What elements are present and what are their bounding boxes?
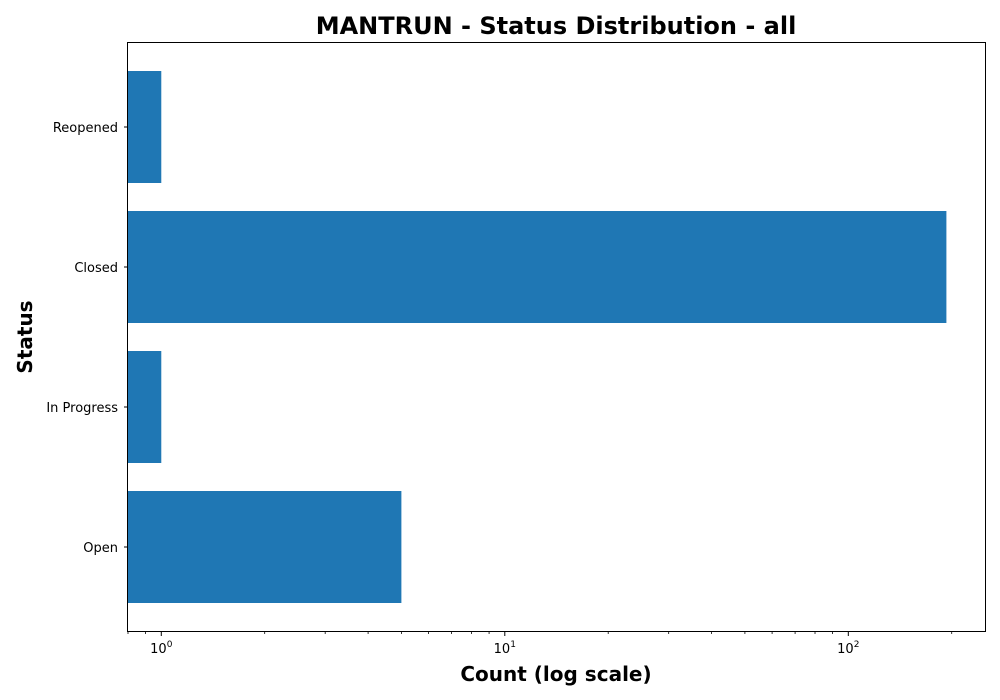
bar-open [128, 491, 402, 603]
bar-reopened [128, 71, 162, 183]
plot-frame [127, 42, 986, 632]
y-tick-label: Closed [74, 261, 118, 276]
bar-closed [128, 211, 947, 323]
bar-in-progress [128, 351, 162, 463]
x-tick-label: 100 [150, 640, 173, 657]
y-tick-label: In Progress [46, 401, 118, 416]
y-ticks-group: Open In Progress Closed Reopened [46, 121, 128, 556]
bars-group [128, 71, 947, 603]
x-tick-label: 101 [494, 640, 516, 657]
x-tick-label: 102 [837, 640, 859, 657]
y-tick-label: Open [83, 541, 118, 556]
chart-title: MANTRUN - Status Distribution - all [316, 12, 797, 40]
x-axis-label: Count (log scale) [460, 662, 651, 686]
y-tick-label: Reopened [53, 121, 118, 136]
y-axis-label: Status [13, 300, 37, 373]
